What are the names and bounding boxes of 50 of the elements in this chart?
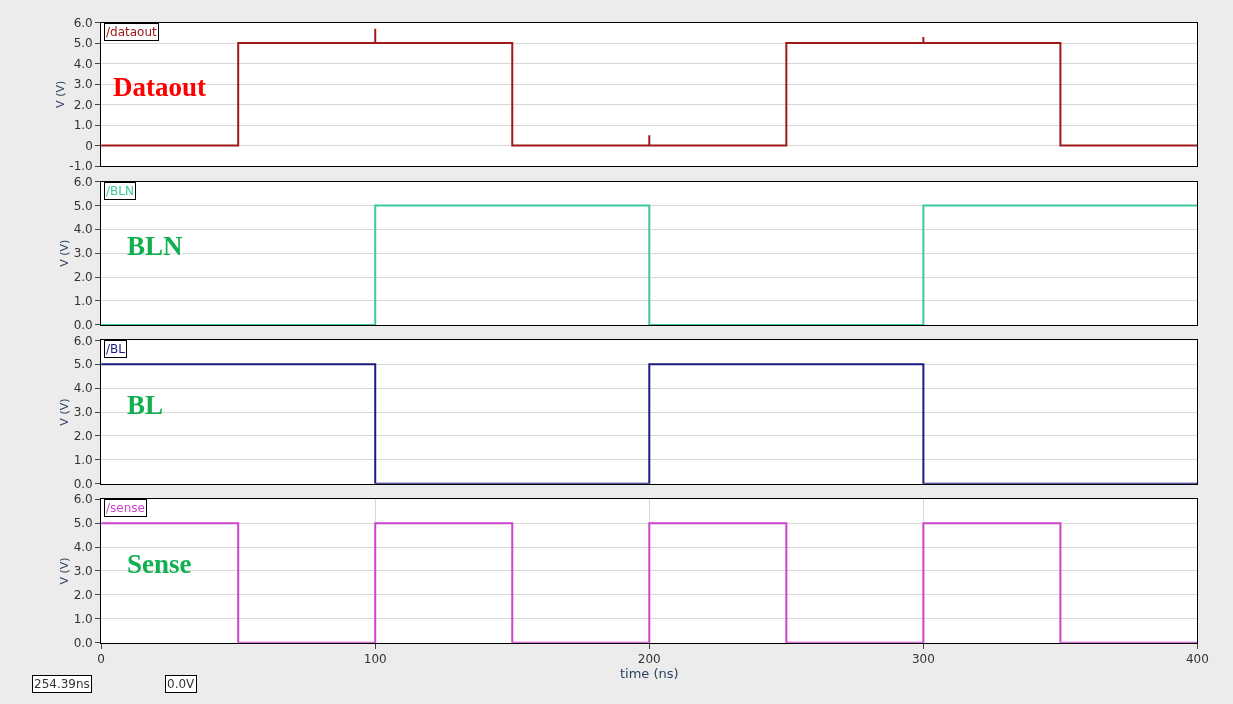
y-tick-label: 3.0 [73, 246, 93, 261]
x-tick-label: 100 [363, 652, 387, 667]
text: 254.39ns [34, 677, 90, 691]
x-tick-label: 300 [911, 652, 935, 667]
y-axis-title: V (V) [58, 239, 72, 267]
x-tick-label: 400 [1185, 652, 1209, 667]
y-tick-label: 3.0 [73, 564, 93, 579]
y-tick-label: 4.0 [73, 222, 93, 237]
y-tick-label: 0.0 [73, 318, 93, 333]
annotation: Dataout [113, 72, 207, 102]
text: 0.0V [167, 677, 196, 691]
y-tick-label: 1.0 [73, 453, 93, 468]
line-series [101, 27, 1198, 147]
y-tick-label: 5.0 [73, 516, 93, 531]
chart-title: /BLN [106, 184, 134, 198]
y-tick-label: 6.0 [73, 492, 93, 507]
y-tick-label: 2.0 [73, 270, 93, 285]
y-tick-label: 0 [85, 138, 93, 153]
y-tick-label: 3.0 [73, 405, 93, 420]
y-tick-label: 0.0 [73, 635, 93, 650]
y-tick-label: 5.0 [73, 36, 93, 51]
y-tick-label: 6.0 [73, 15, 93, 30]
y-tick-label: 5.0 [73, 198, 93, 213]
y-tick-label: 3.0 [73, 77, 93, 92]
annotation: Sense [127, 549, 192, 579]
y-tick-label: 2.0 [73, 97, 93, 112]
y-tick-label: 6.0 [73, 333, 93, 348]
x-tick-label: 200 [637, 652, 661, 667]
y-tick-label: 0.0 [73, 476, 93, 491]
y-tick-label: -1.0 [69, 159, 93, 174]
annotation: BLN [127, 231, 184, 261]
y-tick-label: 4.0 [73, 540, 93, 555]
y-tick-label: 2.0 [73, 588, 93, 603]
y-tick-label: 5.0 [73, 357, 93, 372]
annotation: BL [127, 390, 164, 420]
y-tick-label: 4.0 [73, 56, 93, 71]
y-tick-label: 6.0 [73, 174, 93, 189]
y-tick-label: 4.0 [73, 381, 93, 396]
y-tick-label: 1.0 [73, 294, 93, 309]
x-tick-label: 0 [97, 652, 105, 667]
x-axis-title: time (ns) [619, 666, 679, 682]
chart-title: /sense [106, 501, 145, 515]
chart-title: /BL [106, 342, 126, 356]
y-axis-title: V (V) [58, 398, 72, 426]
y-tick-label: 2.0 [73, 429, 93, 444]
y-tick-label: 1.0 [73, 118, 93, 133]
y-axis-title: V (V) [54, 80, 67, 108]
chart-title: /dataout [106, 25, 158, 39]
y-axis-title: V (V) [58, 557, 72, 585]
y-tick-label: 1.0 [73, 611, 93, 626]
